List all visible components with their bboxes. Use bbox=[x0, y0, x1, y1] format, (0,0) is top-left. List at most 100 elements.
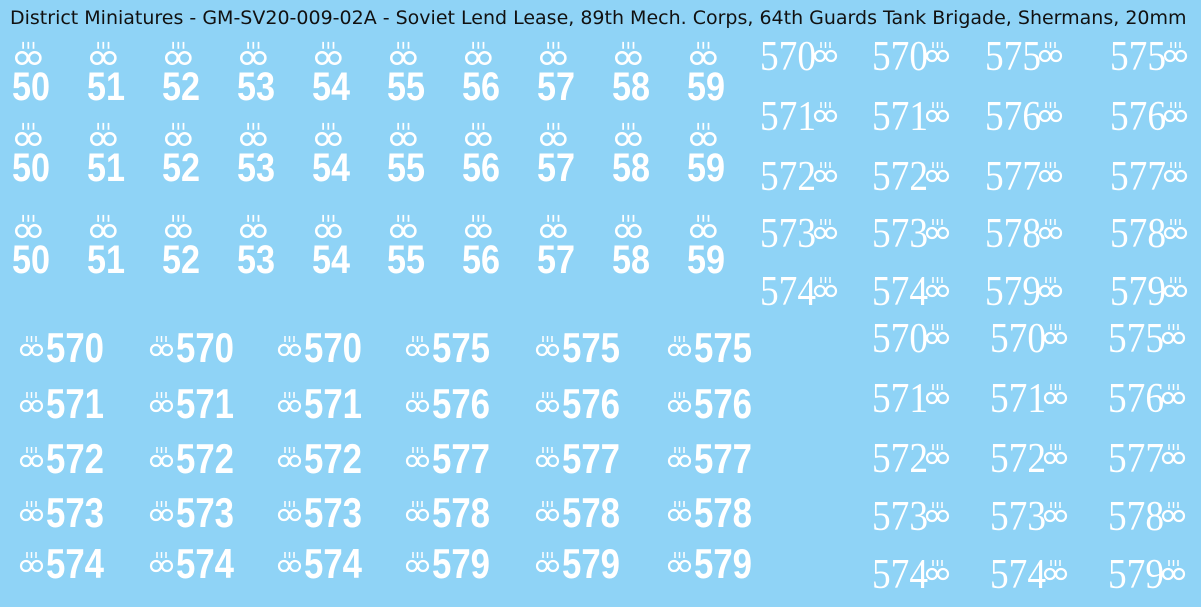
emblem-ring bbox=[936, 391, 950, 405]
emblem-ring bbox=[936, 49, 950, 63]
emblem-ring bbox=[689, 50, 705, 66]
emblem bbox=[1161, 324, 1186, 345]
emblem bbox=[464, 122, 492, 147]
emblem bbox=[1163, 102, 1188, 123]
emblem-ring bbox=[1172, 509, 1186, 523]
decal-number: 55 bbox=[387, 146, 425, 190]
decal-number: 53 bbox=[237, 146, 275, 190]
emblem bbox=[1038, 162, 1063, 183]
emblem-ring bbox=[477, 131, 492, 147]
decal-number: 577 bbox=[562, 435, 620, 482]
emblem-ring bbox=[327, 223, 342, 239]
emblem-ring bbox=[1049, 49, 1063, 63]
emblem-ring bbox=[535, 343, 549, 357]
emblem-ring bbox=[160, 559, 174, 573]
decal-number: 578 bbox=[432, 489, 490, 536]
emblem-ring bbox=[925, 567, 939, 581]
emblem-ring bbox=[402, 223, 417, 239]
emblem-ring bbox=[936, 109, 950, 123]
emblem-ring bbox=[416, 508, 430, 522]
emblem bbox=[813, 102, 838, 123]
emblem-ring bbox=[405, 508, 419, 522]
emblem-ring bbox=[19, 559, 33, 573]
emblem-ring bbox=[1054, 331, 1068, 345]
emblem-ring bbox=[824, 49, 838, 63]
emblem-ring bbox=[314, 50, 330, 66]
decal-number: 577 bbox=[694, 435, 752, 482]
emblem bbox=[19, 447, 44, 468]
emblem bbox=[925, 42, 950, 63]
emblem bbox=[1161, 444, 1186, 465]
emblem-ring bbox=[464, 131, 480, 147]
emblem bbox=[19, 501, 44, 522]
emblem-ring bbox=[925, 49, 939, 63]
decal-number: 59 bbox=[687, 65, 725, 109]
decal-number: 50 bbox=[12, 65, 50, 109]
emblem bbox=[405, 447, 430, 468]
emblem bbox=[389, 214, 417, 239]
emblem-ring bbox=[1043, 451, 1057, 465]
emblem-ring bbox=[160, 343, 174, 357]
emblem-ring bbox=[252, 50, 267, 66]
emblem-ring bbox=[405, 399, 419, 413]
decal-number: 570 bbox=[304, 324, 362, 371]
emblem-ring bbox=[546, 343, 560, 357]
decal-number: 573 bbox=[46, 489, 104, 536]
emblem-ring bbox=[925, 331, 939, 345]
emblem bbox=[164, 41, 192, 66]
emblem-ring bbox=[936, 169, 950, 183]
emblem bbox=[277, 336, 302, 357]
decal-number: 572 bbox=[990, 436, 1046, 482]
emblem-ring bbox=[552, 223, 567, 239]
decal-number: 570 bbox=[46, 324, 104, 371]
decal-number: 579 bbox=[985, 269, 1041, 315]
decal-number: 570 bbox=[760, 34, 816, 80]
emblem-ring bbox=[1174, 49, 1188, 63]
emblem bbox=[689, 214, 717, 239]
decal-number: 571 bbox=[304, 380, 362, 427]
emblem bbox=[813, 277, 838, 298]
emblem-ring bbox=[925, 391, 939, 405]
emblem-ring bbox=[277, 508, 291, 522]
emblem-ring bbox=[477, 223, 492, 239]
emblem bbox=[89, 41, 117, 66]
emblem bbox=[405, 336, 430, 357]
decal-number: 578 bbox=[694, 489, 752, 536]
emblem-ring bbox=[689, 131, 705, 147]
emblem bbox=[535, 447, 560, 468]
decal-number: 573 bbox=[176, 489, 234, 536]
emblem-ring bbox=[535, 508, 549, 522]
emblem-ring bbox=[1049, 109, 1063, 123]
decal-number: 572 bbox=[760, 154, 816, 200]
emblem bbox=[1161, 384, 1186, 405]
emblem-ring bbox=[1054, 509, 1068, 523]
emblem-ring bbox=[164, 50, 180, 66]
emblem bbox=[925, 219, 950, 240]
emblem-ring bbox=[813, 284, 827, 298]
decal-number: 572 bbox=[46, 435, 104, 482]
emblem-ring bbox=[314, 131, 330, 147]
emblem-ring bbox=[535, 454, 549, 468]
emblem-ring bbox=[277, 343, 291, 357]
decal-number: 56 bbox=[462, 146, 500, 190]
emblem-ring bbox=[1174, 169, 1188, 183]
decal-number: 58 bbox=[612, 238, 650, 282]
emblem bbox=[925, 102, 950, 123]
emblem bbox=[535, 501, 560, 522]
emblem-ring bbox=[552, 50, 567, 66]
emblem-ring bbox=[614, 50, 630, 66]
emblem-ring bbox=[288, 508, 302, 522]
emblem-ring bbox=[405, 343, 419, 357]
emblem bbox=[535, 392, 560, 413]
decal-number: 571 bbox=[760, 94, 816, 140]
decal-number: 57 bbox=[537, 65, 575, 109]
emblem-ring bbox=[1172, 391, 1186, 405]
decal-number: 52 bbox=[162, 146, 200, 190]
emblem-ring bbox=[19, 454, 33, 468]
emblem bbox=[667, 552, 692, 573]
emblem-ring bbox=[667, 399, 681, 413]
decal-number: 55 bbox=[387, 238, 425, 282]
emblem-ring bbox=[925, 451, 939, 465]
emblem-ring bbox=[535, 559, 549, 573]
